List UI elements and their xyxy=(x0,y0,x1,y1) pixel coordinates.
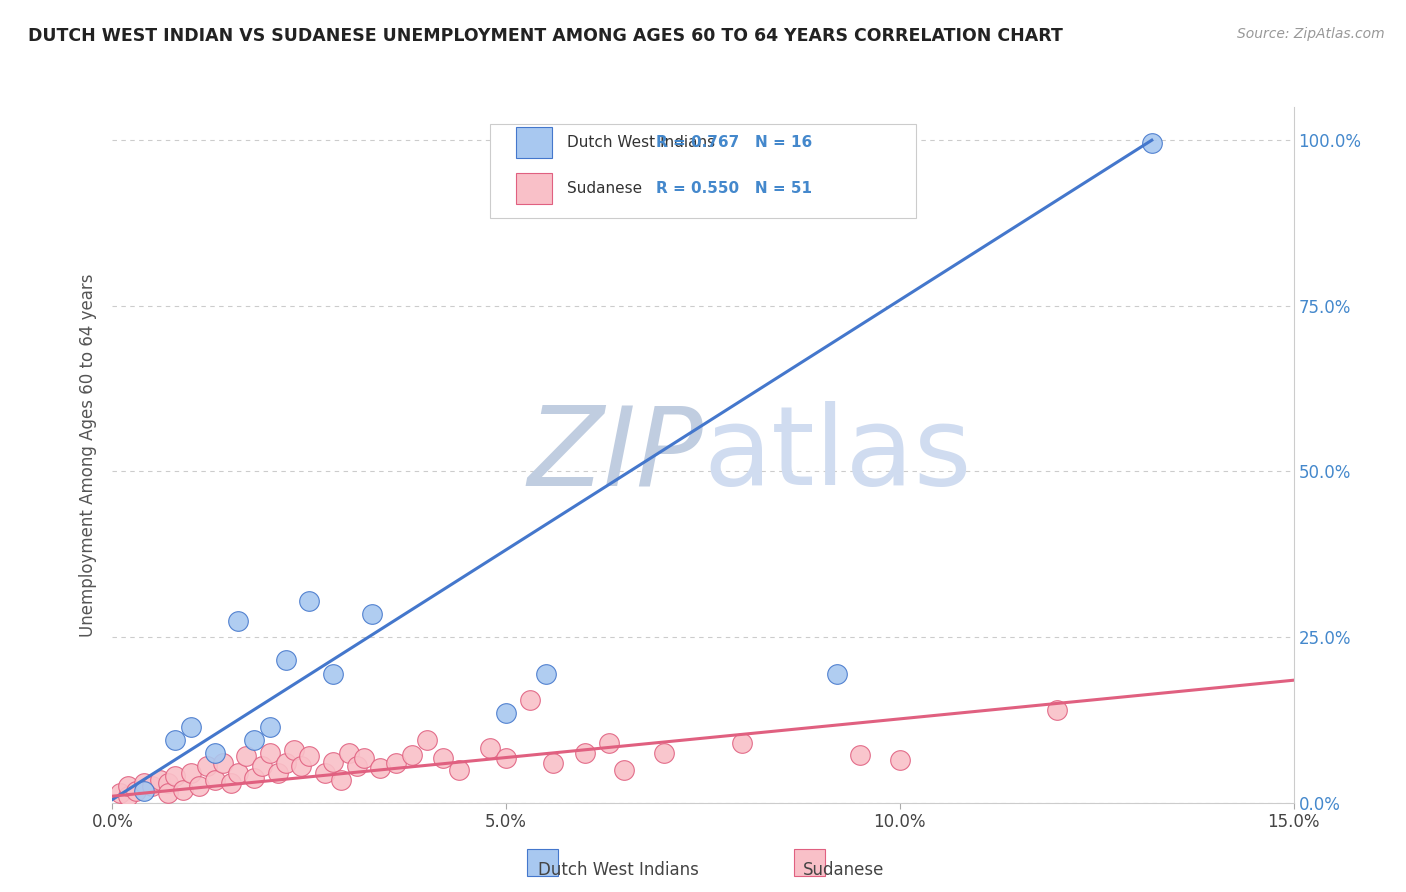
Text: atlas: atlas xyxy=(703,401,972,508)
Point xyxy=(290,759,312,773)
Point xyxy=(543,756,565,770)
Point xyxy=(731,736,754,750)
Point xyxy=(889,753,911,767)
Point xyxy=(180,720,202,734)
Point xyxy=(250,759,273,773)
Point xyxy=(322,666,344,681)
Point xyxy=(283,743,305,757)
Point xyxy=(432,750,454,764)
Point xyxy=(243,732,266,747)
Point xyxy=(479,741,502,756)
Point xyxy=(125,784,148,798)
Point xyxy=(495,706,517,721)
Point xyxy=(195,759,218,773)
Bar xyxy=(527,849,558,876)
Point xyxy=(825,666,848,681)
Point xyxy=(368,761,391,775)
Point xyxy=(447,763,470,777)
Point xyxy=(117,779,139,793)
Point xyxy=(401,748,423,763)
Point xyxy=(298,749,321,764)
Point xyxy=(117,789,139,804)
Point xyxy=(132,776,155,790)
Text: R = 0.550   N = 51: R = 0.550 N = 51 xyxy=(655,181,811,196)
Point xyxy=(188,779,211,793)
Point xyxy=(361,607,384,621)
Text: Sudanese: Sudanese xyxy=(567,181,643,196)
Point xyxy=(314,766,336,780)
Text: Sudanese: Sudanese xyxy=(803,861,884,879)
Text: Dutch West Indians: Dutch West Indians xyxy=(567,135,716,150)
Y-axis label: Unemployment Among Ages 60 to 64 years: Unemployment Among Ages 60 to 64 years xyxy=(79,273,97,637)
Text: Dutch West Indians: Dutch West Indians xyxy=(538,861,699,879)
Point xyxy=(519,693,541,707)
FancyBboxPatch shape xyxy=(516,173,551,204)
Bar xyxy=(794,849,825,876)
Point xyxy=(652,746,675,760)
Point xyxy=(1046,703,1069,717)
Point xyxy=(353,750,375,764)
Point xyxy=(495,750,517,764)
Point xyxy=(132,784,155,798)
Point xyxy=(416,732,439,747)
Point xyxy=(613,169,636,184)
Point xyxy=(165,769,187,783)
Text: R = 0.767   N = 16: R = 0.767 N = 16 xyxy=(655,135,813,150)
Point xyxy=(259,746,281,760)
Point xyxy=(165,732,187,747)
Point xyxy=(204,772,226,787)
Point xyxy=(219,776,242,790)
Text: ZIP: ZIP xyxy=(527,401,703,508)
Point xyxy=(141,779,163,793)
Point xyxy=(534,666,557,681)
Point xyxy=(156,776,179,790)
Point xyxy=(259,720,281,734)
Text: DUTCH WEST INDIAN VS SUDANESE UNEMPLOYMENT AMONG AGES 60 TO 64 YEARS CORRELATION: DUTCH WEST INDIAN VS SUDANESE UNEMPLOYME… xyxy=(28,27,1063,45)
Point xyxy=(267,766,290,780)
Point xyxy=(598,736,620,750)
Point xyxy=(274,653,297,667)
Point xyxy=(228,614,250,628)
Point xyxy=(243,771,266,785)
Point xyxy=(172,782,194,797)
Point xyxy=(156,786,179,800)
Point xyxy=(298,593,321,607)
Point xyxy=(149,772,172,787)
Point xyxy=(849,748,872,763)
Point xyxy=(1140,136,1163,151)
FancyBboxPatch shape xyxy=(491,124,915,219)
Point xyxy=(110,786,132,800)
Point xyxy=(274,756,297,770)
Point xyxy=(180,766,202,780)
Point xyxy=(346,759,368,773)
Point xyxy=(385,756,408,770)
Point xyxy=(211,756,233,770)
FancyBboxPatch shape xyxy=(516,127,551,158)
Point xyxy=(322,755,344,769)
Text: Source: ZipAtlas.com: Source: ZipAtlas.com xyxy=(1237,27,1385,41)
Point xyxy=(204,746,226,760)
Point xyxy=(574,746,596,760)
Point xyxy=(613,763,636,777)
Point xyxy=(235,749,257,764)
Point xyxy=(329,772,352,787)
Point xyxy=(228,766,250,780)
Point xyxy=(337,746,360,760)
